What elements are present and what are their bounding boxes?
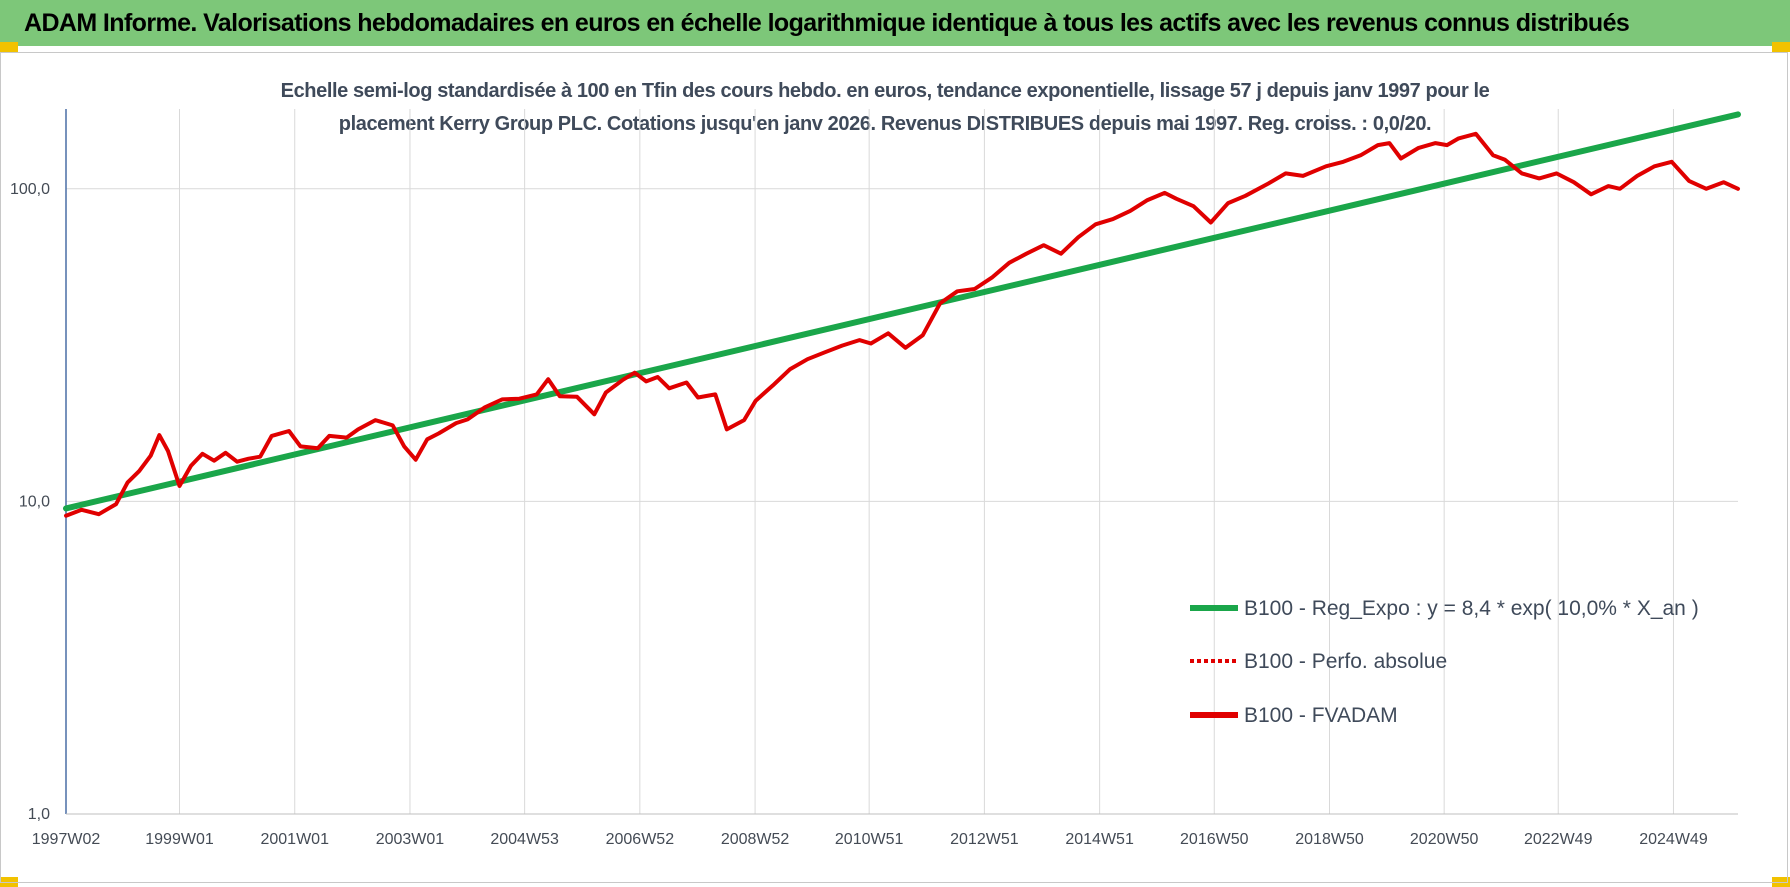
y-tick-label: 100,0 xyxy=(10,181,50,198)
grid-lines xyxy=(65,109,1738,815)
x-tick-label: 2008W52 xyxy=(721,831,790,848)
x-tick-label: 2001W01 xyxy=(260,831,329,848)
fvadam-line xyxy=(64,131,1740,518)
x-tick-label: 2006W52 xyxy=(606,831,675,848)
x-tick-label: 2022W49 xyxy=(1524,831,1593,848)
x-tick-label: 2003W01 xyxy=(376,831,445,848)
series xyxy=(63,111,1741,518)
page-title: ADAM Informe. Valorisations hebdomadaire… xyxy=(24,9,1630,37)
x-tick-label: 2016W50 xyxy=(1180,831,1249,848)
legend-item-fvadam-label: B100 - FVADAM xyxy=(1244,704,1398,727)
corner-mark-top-left xyxy=(0,42,18,52)
x-tick-label: 2020W50 xyxy=(1410,831,1479,848)
header-band xyxy=(0,0,1790,46)
corner-mark-top-right xyxy=(1772,42,1790,52)
legend: B100 - Reg_Expo : y = 8,4 * exp( 10,0% *… xyxy=(1190,597,1699,727)
x-tick-label: 1997W02 xyxy=(32,831,101,848)
trend-line xyxy=(63,111,1741,512)
axes: 1997W02 1999W01 2001W01 2003W01 2004W53 2006W… xyxy=(10,109,1738,848)
chart-title-line-1: Echelle semi-log standardisée à 100 en T… xyxy=(280,80,1490,102)
x-tick-label: 2014W51 xyxy=(1065,831,1134,848)
x-tick-label: 2018W50 xyxy=(1295,831,1364,848)
chart-title-line-2: placement Kerry Group PLC. Cotations jus… xyxy=(338,113,1432,135)
y-tick-label: 10,0 xyxy=(19,493,50,510)
x-tick-label: 1999W01 xyxy=(145,831,214,848)
legend-item-trend-label: B100 - Reg_Expo : y = 8,4 * exp( 10,0% *… xyxy=(1244,597,1699,620)
x-tick-label: 2010W51 xyxy=(835,831,904,848)
y-tick-label: 1,0 xyxy=(28,806,50,823)
x-tick-label: 2004W53 xyxy=(490,831,559,848)
x-tick-label: 2012W51 xyxy=(950,831,1019,848)
legend-item-perfo-label: B100 - Perfo. absolue xyxy=(1244,650,1447,673)
x-tick-label: 2024W49 xyxy=(1639,831,1708,848)
